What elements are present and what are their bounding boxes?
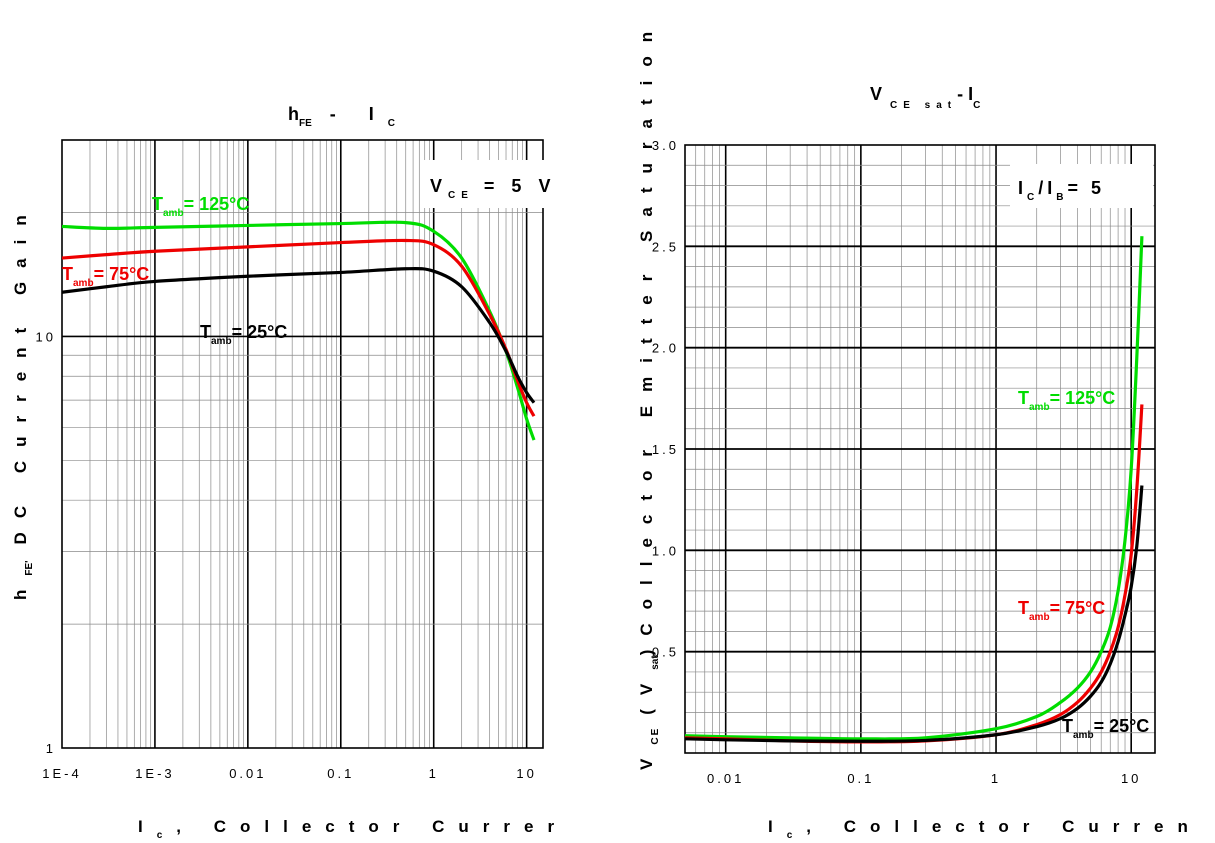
vcesat-y-tick-label: 2.0 xyxy=(652,341,679,356)
vcesat-x-tick-labels: 0.01 0.1 1 10 xyxy=(707,771,1141,786)
vcesat-x-axis-label: Ic, Collector Curren xyxy=(768,817,1202,841)
vcesat-y-tick-labels: 0.5 1.0 1.5 2.0 2.5 3.0 xyxy=(652,138,679,660)
hfe-label-25: Tamb= 25°C xyxy=(200,322,287,347)
vcesat-series-line-0 xyxy=(684,236,1144,741)
hfe-label-75: Tamb= 75°C xyxy=(62,264,149,289)
hfe-chart-title: hFE - IC xyxy=(288,104,395,129)
hfe-x-tick-labels: 1E-4 1E-3 0.01 0.1 1 10 xyxy=(42,766,536,781)
hfe-series-group xyxy=(61,220,536,441)
vcesat-chart: VCE sat- IC 0.01 0.1 1 10 0.5 1.0 1.5 2.0 2.5 3.… xyxy=(637,18,1202,841)
vcesat-x-tick-label: 10 xyxy=(1121,771,1141,786)
hfe-y-tick-label: 1 xyxy=(46,741,56,756)
hfe-series-line-2 xyxy=(61,267,536,404)
vcesat-y-axis-label: VCE(Vsat)Collector Emitter Saturation xyxy=(637,18,661,770)
hfe-x-tick-label: 0.1 xyxy=(327,766,354,781)
vcesat-grid xyxy=(684,144,1156,754)
hfe-grid xyxy=(61,139,544,749)
vcesat-y-tick-label: 3.0 xyxy=(652,138,679,153)
vcesat-label-25: Tamb= 25°C xyxy=(1062,716,1149,741)
hfe-condition-box: VCE = 5 V xyxy=(420,160,560,208)
hfe-x-axis-label: Ic, Collector Currer xyxy=(138,817,568,841)
hfe-plot-frame xyxy=(61,139,544,749)
vcesat-y-tick-label: 2.5 xyxy=(652,239,679,254)
vcesat-x-tick-label: 1 xyxy=(991,771,1001,786)
hfe-x-tick-label: 0.01 xyxy=(229,766,266,781)
vcesat-label-125: Tamb= 125°C xyxy=(1018,388,1115,413)
vcesat-condition-box: IC/IB= 5 xyxy=(1010,164,1153,208)
vcesat-x-tick-label: 0.1 xyxy=(847,771,874,786)
hfe-y-tick-label: 10 xyxy=(36,329,56,344)
hfe-x-tick-label: 1 xyxy=(429,766,439,781)
vcesat-series-group xyxy=(684,236,1144,744)
hfe-y-axis-label: hFE'DC Current Gain xyxy=(11,201,35,600)
hfe-x-tick-label: 1E-3 xyxy=(135,766,174,781)
hfe-label-125: Tamb= 125°C xyxy=(152,194,249,219)
vcesat-series-line-2 xyxy=(684,485,1144,743)
hfe-series-line-1 xyxy=(61,238,536,417)
vcesat-y-tick-label: 1.0 xyxy=(652,543,679,558)
vcesat-chart-title: VCE sat- IC xyxy=(870,84,980,111)
hfe-x-tick-label: 10 xyxy=(516,766,536,781)
hfe-y-tick-labels: 1 10 xyxy=(36,329,56,756)
vcesat-x-tick-label: 0.01 xyxy=(707,771,744,786)
hfe-series-line-0 xyxy=(61,220,536,441)
hfe-x-tick-label: 1E-4 xyxy=(42,766,81,781)
vcesat-plot-frame xyxy=(684,144,1156,754)
vcesat-y-tick-label: 1.5 xyxy=(652,442,679,457)
vcesat-label-75: Tamb= 75°C xyxy=(1018,598,1105,623)
hfe-condition-label: VCE = 5 V xyxy=(430,176,556,201)
hfe-chart: hFE - IC 1E-4 1E-3 0.01 0.1 1 10 110 VCE = 5 V … xyxy=(11,104,568,841)
vcesat-condition-label: IC/IB= 5 xyxy=(1018,178,1105,203)
vcesat-y-tick-label: 0.5 xyxy=(652,645,679,660)
